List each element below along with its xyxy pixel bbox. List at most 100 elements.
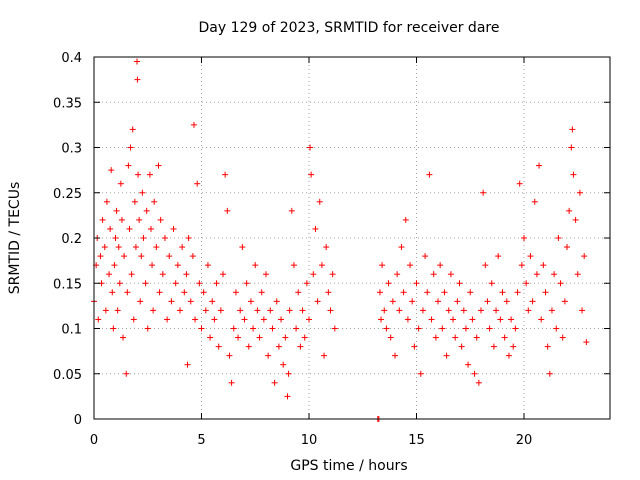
data-point [258,289,265,296]
data-point [407,262,414,269]
data-point [168,298,175,305]
data-point [297,343,304,350]
data-point [378,316,385,323]
data-point [256,334,263,341]
data-point [538,316,545,323]
data-point [228,379,235,386]
data-point [250,325,257,332]
data-point [510,343,517,350]
data-point [409,298,416,305]
data-point [523,280,530,287]
data-point [551,271,558,278]
data-point [284,393,291,400]
data-point [166,253,173,260]
data-point [183,271,190,278]
data-point [241,316,248,323]
data-point [553,325,560,332]
data-point [564,244,570,251]
y-axis-label: SRMTID / TECUs [7,182,23,295]
data-point [383,325,390,332]
data-point [156,289,163,296]
data-point [226,352,233,359]
data-point [387,334,394,341]
data-point [521,235,527,241]
data-point [490,343,497,350]
data-point [561,298,568,305]
data-point [123,370,130,377]
data-point [454,298,461,305]
data-point [536,162,543,169]
data-point [137,298,144,305]
data-point [280,361,287,368]
data-point [581,253,588,260]
data-point [144,325,151,332]
data-point [417,370,424,377]
x-tick-label: 10 [301,433,318,448]
data-point [200,289,207,296]
data-point [146,171,153,178]
data-point [112,235,119,241]
data-point [465,361,472,368]
data-point [389,298,396,305]
data-point [404,316,411,323]
data-point [447,271,454,278]
data-point [381,307,388,314]
data-point [514,289,521,296]
data-point [102,307,109,314]
data-point [310,271,317,278]
data-point [147,225,154,232]
data-point [531,198,538,205]
data-point [181,289,188,296]
data-point [282,334,289,341]
data-point [392,352,398,359]
y-tick-label: 0.1 [61,323,82,338]
data-point [508,316,515,323]
data-point [220,271,226,278]
data-point [331,325,338,332]
data-point [467,289,474,296]
data-point [576,189,583,196]
data-point [120,334,127,341]
chart-title: Day 129 of 2023, SRMTID for receiver dar… [199,20,500,36]
data-point [275,343,282,350]
y-tick-label: 0.2 [61,232,82,247]
data-point [503,298,510,305]
data-point [301,334,308,341]
data-point [130,316,137,323]
data-point [306,316,312,323]
data-point [170,225,177,232]
data-point [445,307,452,314]
y-tick-label: 0.3 [61,142,82,157]
data-point [316,198,323,205]
data-point [230,325,237,332]
data-point [286,307,293,314]
data-point [501,334,508,341]
data-points [91,58,590,422]
data-point [153,244,160,251]
data-point [512,325,519,332]
data-point [140,235,147,241]
data-point [136,216,143,223]
x-tick-label: 5 [197,433,205,448]
data-point [430,271,437,278]
data-point [151,198,158,205]
data-point [157,216,164,223]
data-point [475,379,482,386]
data-point [443,352,450,359]
data-point [439,325,446,332]
data-point [505,352,512,359]
data-point [239,244,246,251]
data-point [299,307,306,314]
data-point [529,298,536,305]
data-point [273,298,280,305]
data-point [518,262,525,269]
data-point [579,307,586,314]
grid [94,57,610,419]
data-point [207,334,214,341]
data-point [413,280,420,287]
data-point [323,244,330,251]
data-point [237,307,244,314]
data-point [422,253,429,260]
data-point [303,280,310,287]
data-point [245,343,252,350]
